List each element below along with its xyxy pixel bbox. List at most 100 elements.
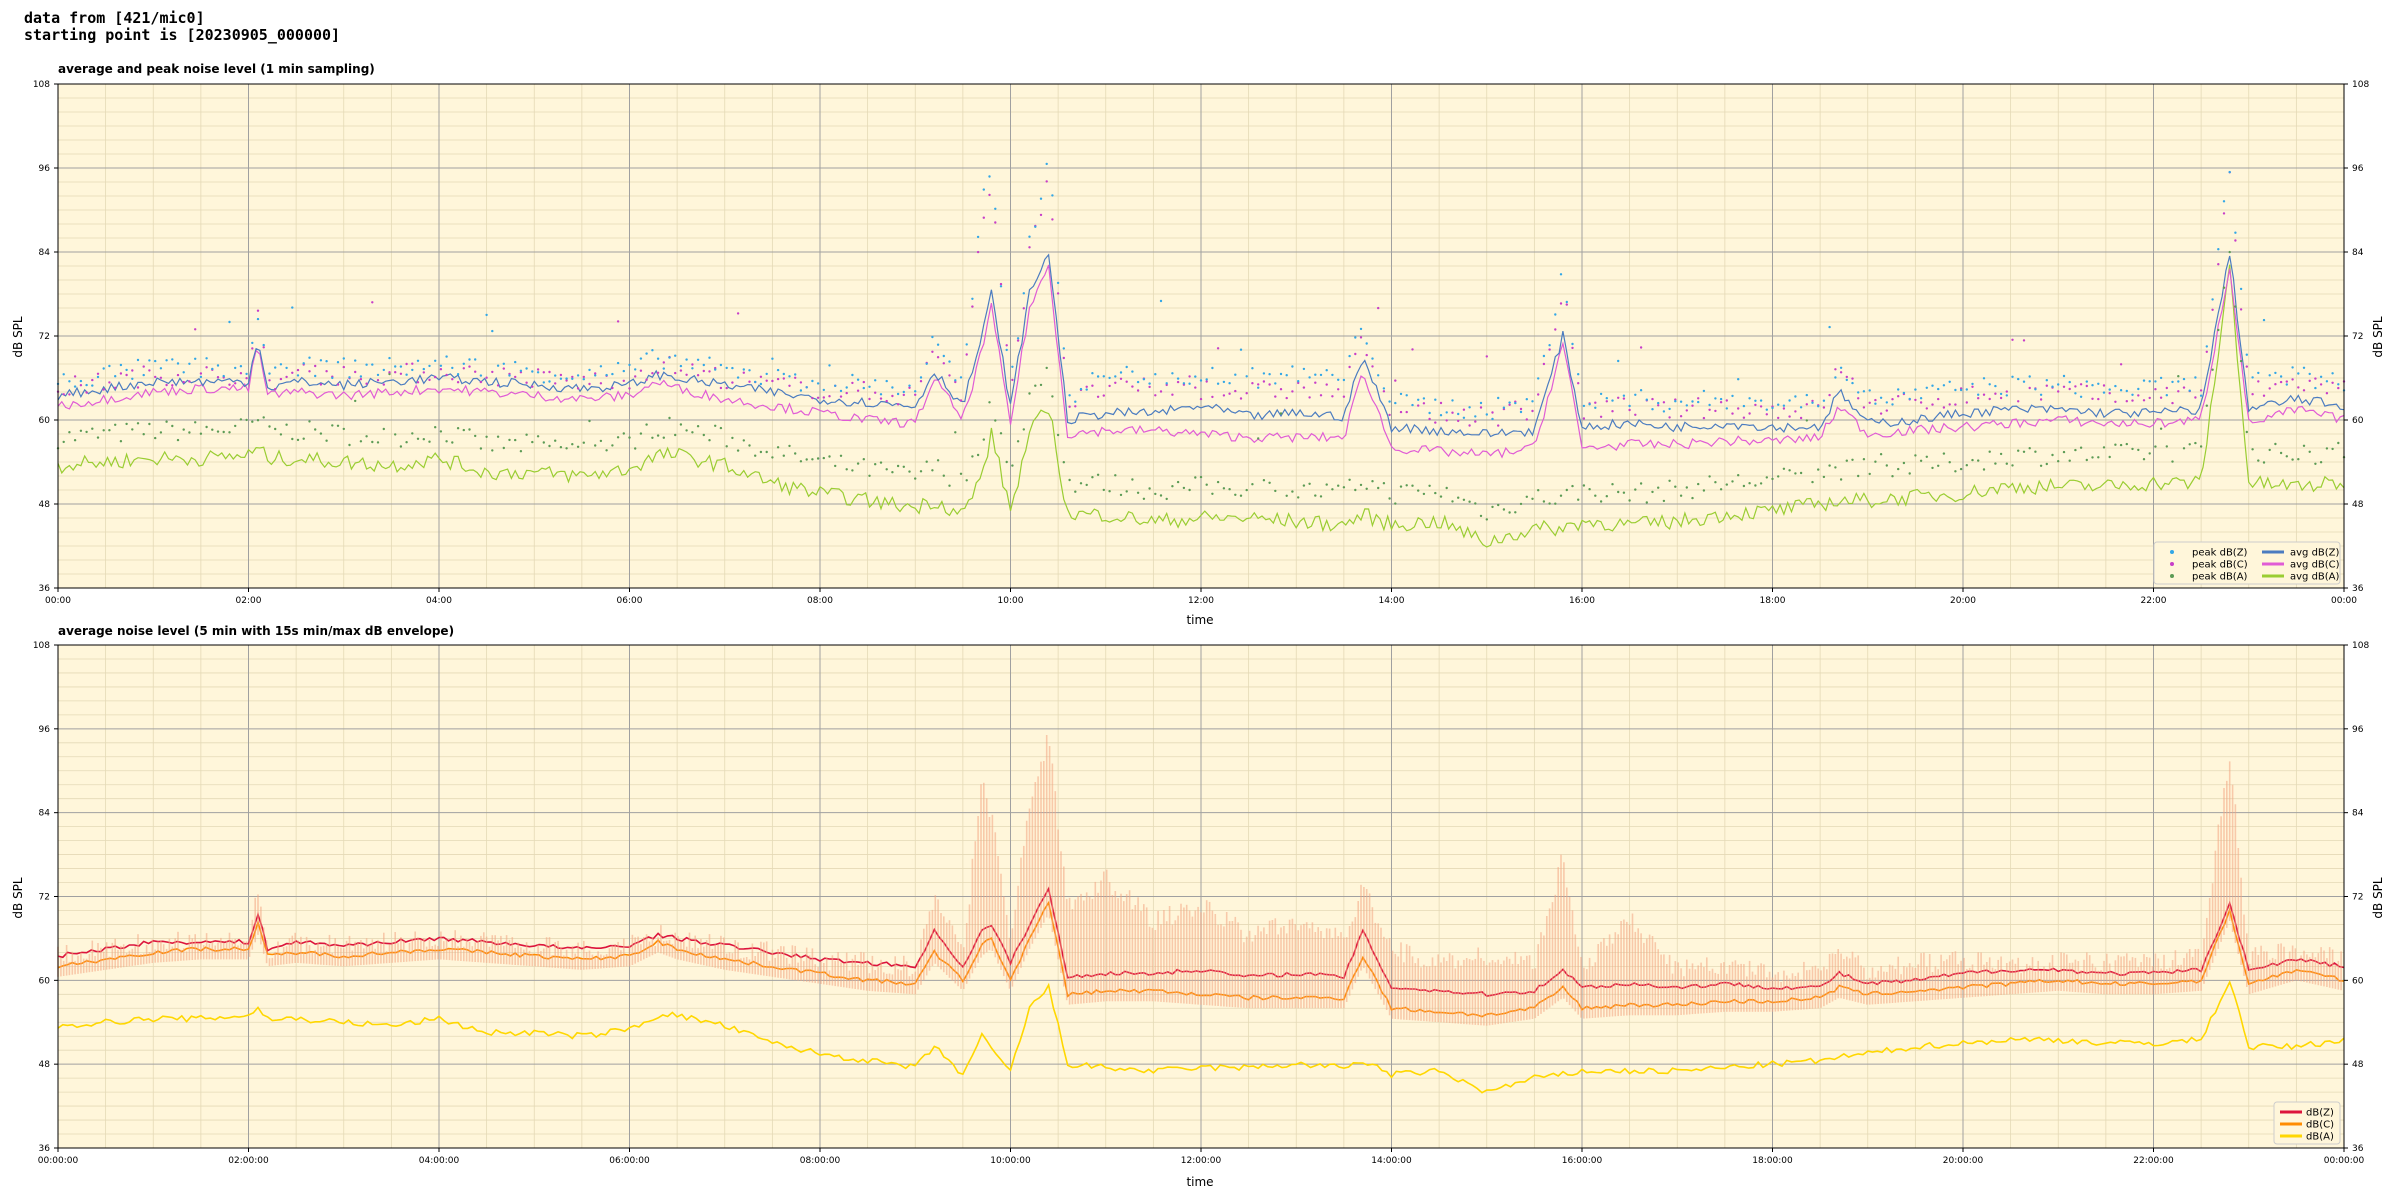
- peak-marker: [68, 380, 71, 383]
- peak-marker: [1199, 397, 1203, 401]
- peak-marker: [1622, 397, 1626, 400]
- peak-marker: [982, 188, 985, 191]
- peak-marker: [2159, 376, 2163, 380]
- peak-marker: [2268, 448, 2271, 452]
- peak-marker: [2331, 372, 2334, 375]
- peak-marker: [2234, 305, 2237, 308]
- peak-marker: [1577, 373, 1580, 376]
- peak-marker: [1759, 482, 1763, 485]
- peak-marker: [1851, 381, 1854, 385]
- peak-marker: [1182, 486, 1186, 490]
- peak-marker: [1771, 477, 1774, 481]
- peak-marker: [1359, 483, 1363, 487]
- peak-marker: [1994, 392, 1997, 395]
- peak-marker: [1554, 313, 1557, 316]
- peak-marker: [2177, 375, 2180, 378]
- peak-marker: [285, 375, 288, 379]
- peak-marker: [2137, 394, 2140, 397]
- peak-marker: [1617, 490, 1620, 494]
- x-tick-label: 20:00:00: [1943, 1156, 1984, 1166]
- peak-marker: [1857, 474, 1860, 478]
- peak-marker: [1382, 387, 1386, 390]
- peak-marker: [1074, 400, 1077, 403]
- peak-marker: [325, 439, 328, 442]
- peak-marker: [959, 399, 963, 402]
- peak-marker: [1302, 484, 1306, 487]
- peak-marker: [199, 432, 203, 435]
- peak-marker: [371, 363, 374, 366]
- peak-marker: [388, 372, 391, 376]
- peak-marker: [908, 384, 911, 387]
- peak-marker: [1765, 476, 1769, 479]
- peak-marker: [1131, 385, 1134, 388]
- peak-marker: [1611, 399, 1614, 402]
- peak-marker: [702, 369, 705, 373]
- peak-marker: [1308, 376, 1311, 379]
- peak-marker: [679, 423, 683, 426]
- peak-marker: [68, 393, 71, 396]
- peak-marker: [325, 370, 328, 373]
- peak-marker: [834, 384, 837, 387]
- peak-marker: [839, 395, 843, 398]
- peak-marker: [2182, 386, 2186, 389]
- peak-marker: [2085, 384, 2088, 388]
- peak-marker: [902, 393, 905, 397]
- peak-marker: [1096, 375, 1100, 378]
- peak-marker: [1148, 385, 1151, 389]
- peak-marker: [2119, 363, 2123, 366]
- peak-marker: [702, 363, 705, 367]
- chart-average-peak: 36 36 48 48 60 60 72 72 84 84 96 96 108 108 00:00 02:00…: [11, 62, 2385, 627]
- peak-marker: [782, 372, 785, 376]
- legend: peak dB(Z)peak dB(C)peak dB(A)avg dB(Z)a…: [2153, 541, 2341, 585]
- peak-marker: [525, 381, 528, 384]
- peak-marker: [2325, 447, 2329, 450]
- peak-marker: [1497, 396, 1500, 400]
- peak-marker: [1628, 408, 1631, 412]
- peak-marker: [1274, 382, 1277, 385]
- peak-marker: [2148, 452, 2151, 455]
- peak-marker: [388, 356, 391, 360]
- peak-marker: [1834, 368, 1837, 371]
- x-tick-label: 08:00:00: [800, 1156, 841, 1166]
- peak-marker: [548, 370, 551, 374]
- peak-marker: [451, 378, 454, 381]
- peak-marker: [1862, 390, 1866, 393]
- peak-marker: [1622, 491, 1626, 494]
- peak-marker: [445, 440, 448, 443]
- header-start-line: starting point is [20230905_000000]: [24, 26, 341, 44]
- peak-marker: [1176, 377, 1180, 380]
- peak-marker: [1874, 398, 1877, 402]
- peak-marker: [2228, 250, 2231, 254]
- peak-marker: [662, 436, 665, 439]
- peak-marker: [1457, 412, 1460, 416]
- peak-marker: [2325, 380, 2329, 383]
- peak-marker: [2062, 374, 2066, 378]
- peak-marker: [959, 472, 963, 475]
- peak-marker: [788, 384, 791, 387]
- peak-marker: [1851, 458, 1854, 461]
- peak-marker: [1497, 424, 1500, 427]
- peak-marker: [502, 446, 505, 450]
- peak-marker: [2142, 458, 2146, 461]
- peak-marker: [1051, 218, 1054, 221]
- peak-marker: [919, 380, 923, 383]
- peak-marker: [1377, 374, 1380, 377]
- peak-marker: [2268, 387, 2271, 390]
- peak-marker: [1125, 365, 1128, 369]
- peak-marker: [394, 371, 397, 374]
- peak-marker: [79, 429, 83, 432]
- peak-marker: [1914, 398, 1917, 402]
- peak-marker: [256, 419, 260, 422]
- peak-marker: [2217, 248, 2220, 251]
- peak-marker: [2211, 298, 2214, 301]
- peak-marker: [1674, 485, 1677, 488]
- peak-marker: [942, 474, 945, 477]
- peak-marker: [1788, 415, 1791, 418]
- peak-marker: [994, 221, 997, 224]
- peak-marker: [394, 365, 397, 368]
- peak-marker: [2125, 442, 2128, 446]
- peak-marker: [554, 374, 557, 377]
- peak-marker: [1617, 359, 1620, 363]
- peak-marker: [1285, 374, 1288, 377]
- legend-label: avg dB(A): [2290, 572, 2340, 583]
